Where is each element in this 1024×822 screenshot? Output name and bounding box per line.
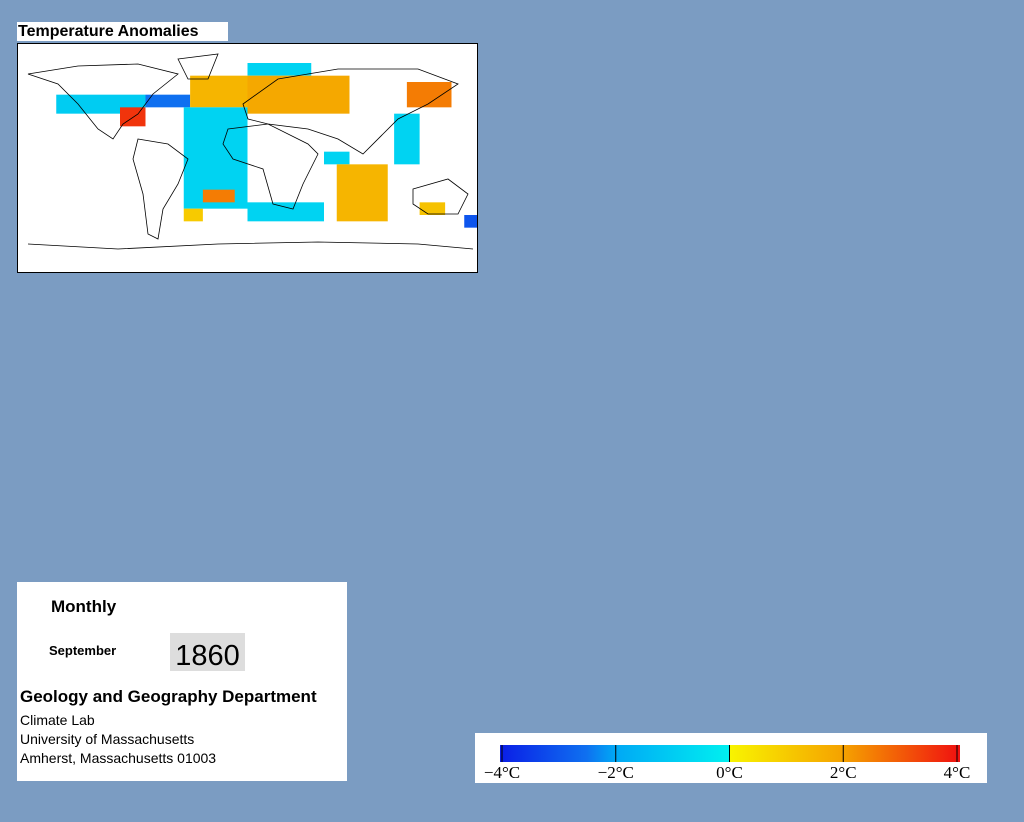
colorbar: −4°C −2°C 0°C 2°C 4°C — [475, 733, 987, 783]
colorbar-label: 0°C — [716, 763, 743, 782]
anomaly-cell — [394, 113, 420, 165]
address-line: Amherst, Massachusetts 01003 — [20, 750, 217, 766]
address-line: Climate Lab — [20, 712, 95, 728]
month: September — [49, 643, 117, 658]
colorbar-label: 2°C — [830, 763, 857, 782]
anomaly-cell — [183, 208, 203, 222]
anomaly-cell — [419, 202, 446, 215]
anomaly-cell — [145, 94, 191, 108]
year: 1860 — [170, 633, 245, 672]
coastlines — [27, 53, 474, 250]
anomaly-cell — [202, 189, 235, 203]
colorbar-label: −2°C — [598, 763, 634, 782]
anomaly-cell — [324, 151, 350, 165]
anomaly-cell — [464, 215, 477, 228]
department: Geology and Geography Department — [20, 687, 317, 706]
anomaly-cell — [336, 164, 388, 222]
period: Monthly — [51, 597, 117, 616]
anomaly-cell — [247, 63, 312, 76]
anomaly-cell — [190, 75, 248, 108]
anomaly-cell — [247, 202, 324, 222]
address: Climate Lab University of Massachusetts … — [20, 711, 216, 768]
map — [17, 43, 478, 273]
info-panel: Monthly September 1860 Geology and Geogr… — [17, 582, 347, 781]
address-line: University of Massachusetts — [20, 731, 195, 747]
colorbar-label: 4°C — [944, 763, 971, 782]
colorbar-label: −4°C — [484, 763, 520, 782]
map-title: Temperature Anomalies — [17, 22, 228, 41]
anomaly-cell — [247, 75, 350, 114]
